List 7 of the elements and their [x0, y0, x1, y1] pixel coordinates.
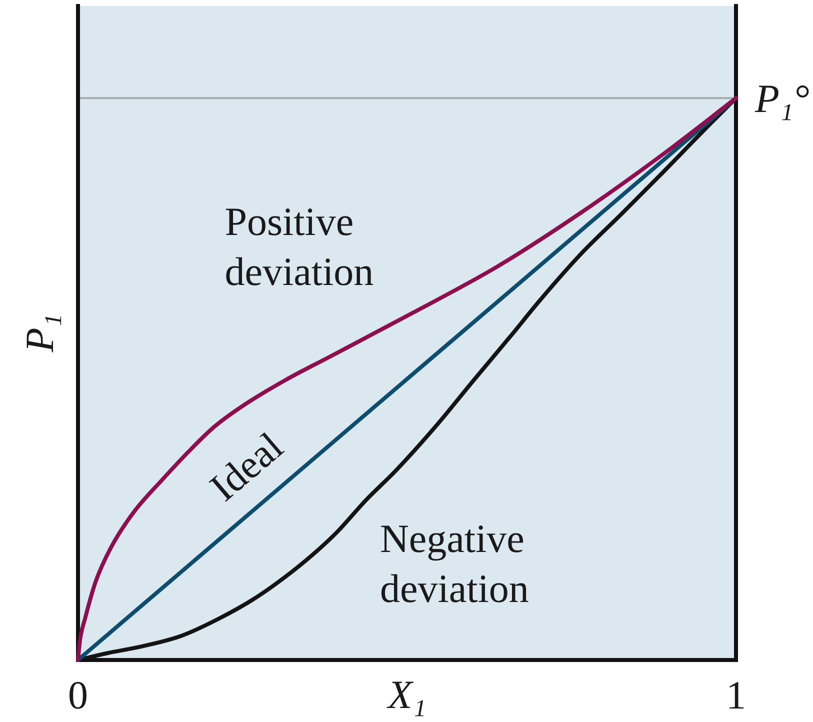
series-label: Negative deviation	[380, 516, 529, 612]
x-tick-label: 1	[726, 672, 746, 718]
x-tick-label: 0	[68, 672, 88, 718]
x-axis-title: X₁	[386, 672, 426, 717]
y-axis-title: P₁	[17, 314, 62, 354]
series-label: Positive deviation	[224, 198, 374, 294]
ref-line-label: P₁°	[754, 76, 810, 122]
